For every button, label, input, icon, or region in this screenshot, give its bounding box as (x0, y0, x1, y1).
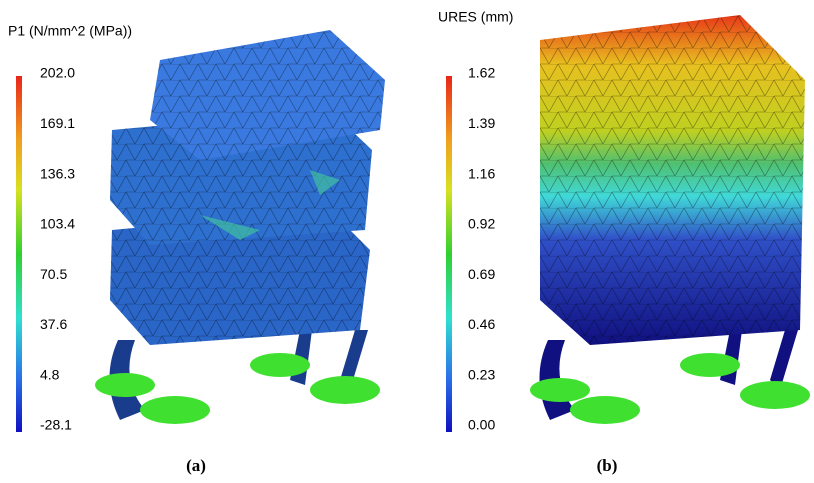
colorbar-label: 0.23 (468, 366, 495, 382)
colorbar-label: 70.5 (40, 266, 67, 282)
colorbar-label: 1.39 (468, 115, 495, 131)
colorbar-label: 136.3 (40, 165, 75, 181)
colorbar-label: 0.46 (468, 316, 495, 332)
colorbar-label: 1.16 (468, 165, 495, 181)
figure: P1 (N/mm^2 (MPa)) 202.0 169.1 136.3 103.4 70.… (0, 0, 814, 483)
colorbar-label: 1.62 (468, 65, 495, 81)
colorbar-label: 103.4 (40, 216, 75, 232)
colorbar (446, 76, 452, 432)
colorbar-label: 0.00 (468, 417, 495, 433)
colorbar-label: 169.1 (40, 115, 75, 131)
colorbar-label: 0.69 (468, 266, 495, 282)
colorbar (16, 76, 22, 432)
colorbar-label: 37.6 (40, 316, 67, 332)
colorbar-label: 202.0 (40, 65, 75, 81)
panel-title: URES (mm) (438, 9, 513, 25)
colorbar-label: 4.8 (40, 366, 60, 382)
figure-svg: P1 (N/mm^2 (MPa)) 202.0 169.1 136.3 103.4 70.… (0, 0, 814, 483)
panel-caption: (b) (597, 456, 618, 475)
panel-title: P1 (N/mm^2 (MPa)) (8, 23, 132, 39)
colorbar-label: -28.1 (40, 417, 72, 433)
model-b (530, 15, 810, 424)
panel-caption: (a) (186, 456, 206, 475)
model-a (95, 30, 385, 424)
colorbar-label: 0.92 (468, 216, 495, 232)
